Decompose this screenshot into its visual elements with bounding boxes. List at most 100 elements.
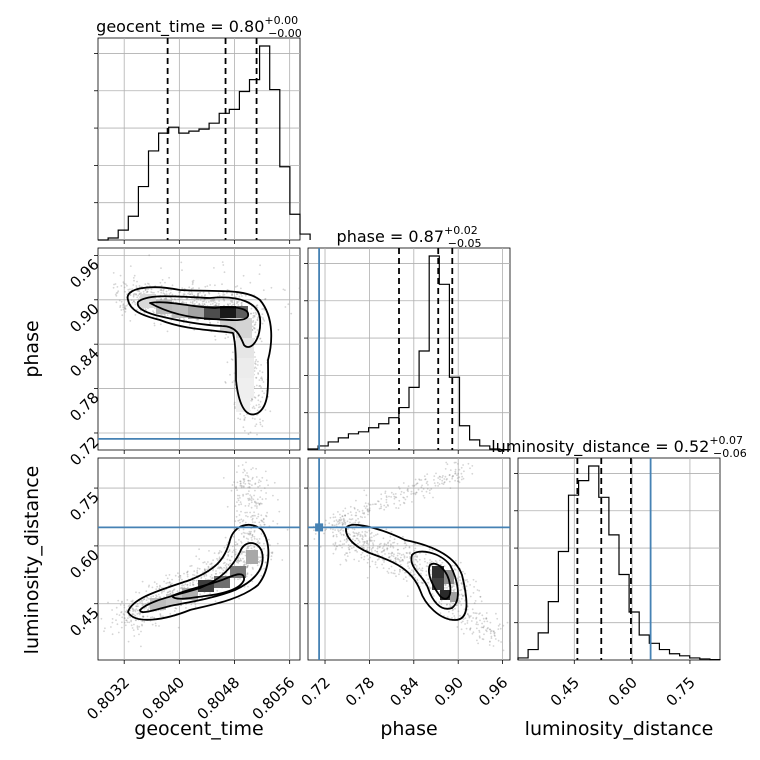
- panel-distance-geocent-point: [203, 575, 206, 578]
- panel-distance-phase-point: [344, 523, 347, 526]
- panel-distance-phase-point: [479, 595, 482, 598]
- panel-phase-geocent-contour-0: [126, 286, 273, 416]
- panel-distance-phase-point: [452, 475, 454, 477]
- panel-distance-phase-point: [378, 546, 381, 549]
- panel-phase-geocent-point: [124, 308, 127, 311]
- panel-distance-geocent-point: [258, 485, 261, 487]
- panel-distance-phase-point: [454, 568, 457, 571]
- panel-distance-geocent-point: [243, 535, 245, 538]
- panel-distance-phase-point: [406, 552, 408, 554]
- panel-phase-geocent-point: [258, 385, 261, 387]
- panel-distance-geocent-point: [245, 537, 248, 540]
- panel-distance-geocent-point: [247, 482, 250, 485]
- panel-distance-phase-point: [403, 491, 405, 494]
- panel-distance-geocent-point: [137, 609, 140, 612]
- panel-phase-geocent-point: [174, 298, 177, 301]
- panel-distance-geocent-point: [250, 530, 252, 533]
- panel-distance-geocent-point: [210, 562, 213, 565]
- panel-distance-geocent-point: [117, 599, 120, 602]
- title-luminosity_distance: luminosity_distance = 0.52+0.07 −0.06: [491, 434, 747, 460]
- panel-distance-phase-point: [399, 556, 402, 559]
- panel-phase-geocent-point: [211, 298, 214, 301]
- panel-distance-phase-point: [342, 522, 345, 525]
- panel-distance-geocent-point: [242, 561, 245, 563]
- panel-distance-phase-point: [409, 571, 412, 574]
- panel-phase-geocent-point: [223, 299, 226, 302]
- panel-distance-geocent-point: [253, 535, 256, 538]
- panel-distance-phase-point: [338, 544, 341, 546]
- panel-phase-geocent-point: [160, 284, 163, 287]
- panel-distance-phase-point: [366, 554, 369, 557]
- panel-phase-geocent-point: [250, 399, 253, 402]
- panel-distance-geocent-point: [236, 559, 239, 562]
- panel-phase-geocent-point: [250, 398, 253, 400]
- panel-distance-geocent-point: [281, 559, 284, 561]
- panel-distance-phase-point: [436, 481, 439, 484]
- panel-distance-geocent-point: [121, 616, 124, 619]
- panel-distance-phase-point: [446, 616, 449, 618]
- panel-distance-phase-point: [414, 577, 417, 579]
- panel-distance-phase-point: [413, 484, 416, 487]
- panel-distance-geocent-point: [249, 533, 251, 536]
- panel-distance-geocent-point: [246, 566, 249, 568]
- panel-distance-phase-point: [406, 595, 409, 598]
- panel-distance-geocent-point: [149, 616, 152, 619]
- panel-distance-geocent-point: [270, 551, 273, 554]
- panel-distance-phase-point: [332, 531, 334, 534]
- panel-distance-geocent-point: [130, 600, 133, 603]
- panel-distance-geocent-point: [160, 615, 162, 618]
- panel-distance-phase-point: [376, 558, 379, 561]
- panel-distance-geocent-point: [145, 606, 148, 609]
- panel-distance-phase-point: [476, 621, 478, 624]
- panel-distance-phase-point: [454, 468, 457, 471]
- panel-phase-geocent-point: [215, 302, 218, 305]
- panel-distance-phase-point: [406, 495, 409, 498]
- panel-distance-phase-point: [453, 461, 456, 464]
- panel-distance-phase-point: [363, 547, 366, 549]
- panel-distance-phase-point: [404, 540, 406, 543]
- panel-distance-geocent-point: [236, 543, 239, 545]
- panel-phase-geocent-point: [136, 296, 139, 299]
- panel-distance-phase-point: [352, 522, 355, 525]
- panel-distance-geocent-point: [140, 630, 142, 633]
- panel-distance-phase-point: [364, 541, 366, 543]
- panel-distance-phase-point: [398, 559, 401, 561]
- panel-distance-phase-point: [347, 528, 350, 530]
- panel-distance-geocent-point: [181, 578, 183, 581]
- panel-phase-geocent-point: [257, 372, 259, 374]
- panel-distance-geocent-point: [248, 532, 250, 535]
- panel-distance-phase-point: [343, 521, 346, 524]
- panel-phase-geocent-point: [226, 289, 229, 291]
- panel-phase-geocent-point: [256, 409, 259, 412]
- panel-distance-phase-point: [448, 610, 450, 613]
- panel-distance-phase-point: [376, 550, 379, 553]
- panel-phase-geocent-point: [188, 286, 191, 289]
- xtick-label-luminosity_distance-1: 0.60: [605, 673, 641, 709]
- panel-distance-phase-point: [485, 612, 488, 614]
- panel-distance-phase-point: [334, 541, 337, 544]
- panel-distance-geocent-point: [245, 547, 248, 550]
- panel-distance-geocent-point: [259, 502, 262, 505]
- panel-phase-geocent-point: [261, 371, 264, 374]
- panel-phase-geocent-contour-1: [136, 295, 262, 348]
- panel-phase-geocent-point: [230, 301, 233, 303]
- panel-distance-geocent-point: [143, 620, 146, 623]
- panel-distance-geocent-point: [262, 521, 265, 524]
- panel-phase-geocent-point: [138, 290, 141, 293]
- panel-phase-geocent-point: [253, 327, 256, 329]
- panel-phase-geocent-point: [120, 285, 123, 287]
- panel-distance-phase-point: [458, 593, 461, 596]
- panel-distance-geocent-point: [146, 609, 149, 611]
- panel-distance-phase-point: [382, 549, 385, 552]
- panel-distance-phase-point: [461, 595, 464, 597]
- panel-distance-phase-point: [397, 558, 399, 561]
- panel-distance-phase-point: [365, 494, 368, 497]
- panel-distance-phase-point: [340, 518, 343, 521]
- panel-distance-geocent-point: [237, 465, 240, 467]
- panel-distance-phase-point: [493, 631, 496, 634]
- panel-distance-geocent-point: [249, 544, 252, 546]
- panel-distance-phase-density-cell-3: [440, 590, 450, 600]
- panel-distance-phase-point: [400, 554, 403, 556]
- panel-distance-phase-point: [394, 496, 397, 498]
- panel-distance-phase-point: [394, 493, 397, 495]
